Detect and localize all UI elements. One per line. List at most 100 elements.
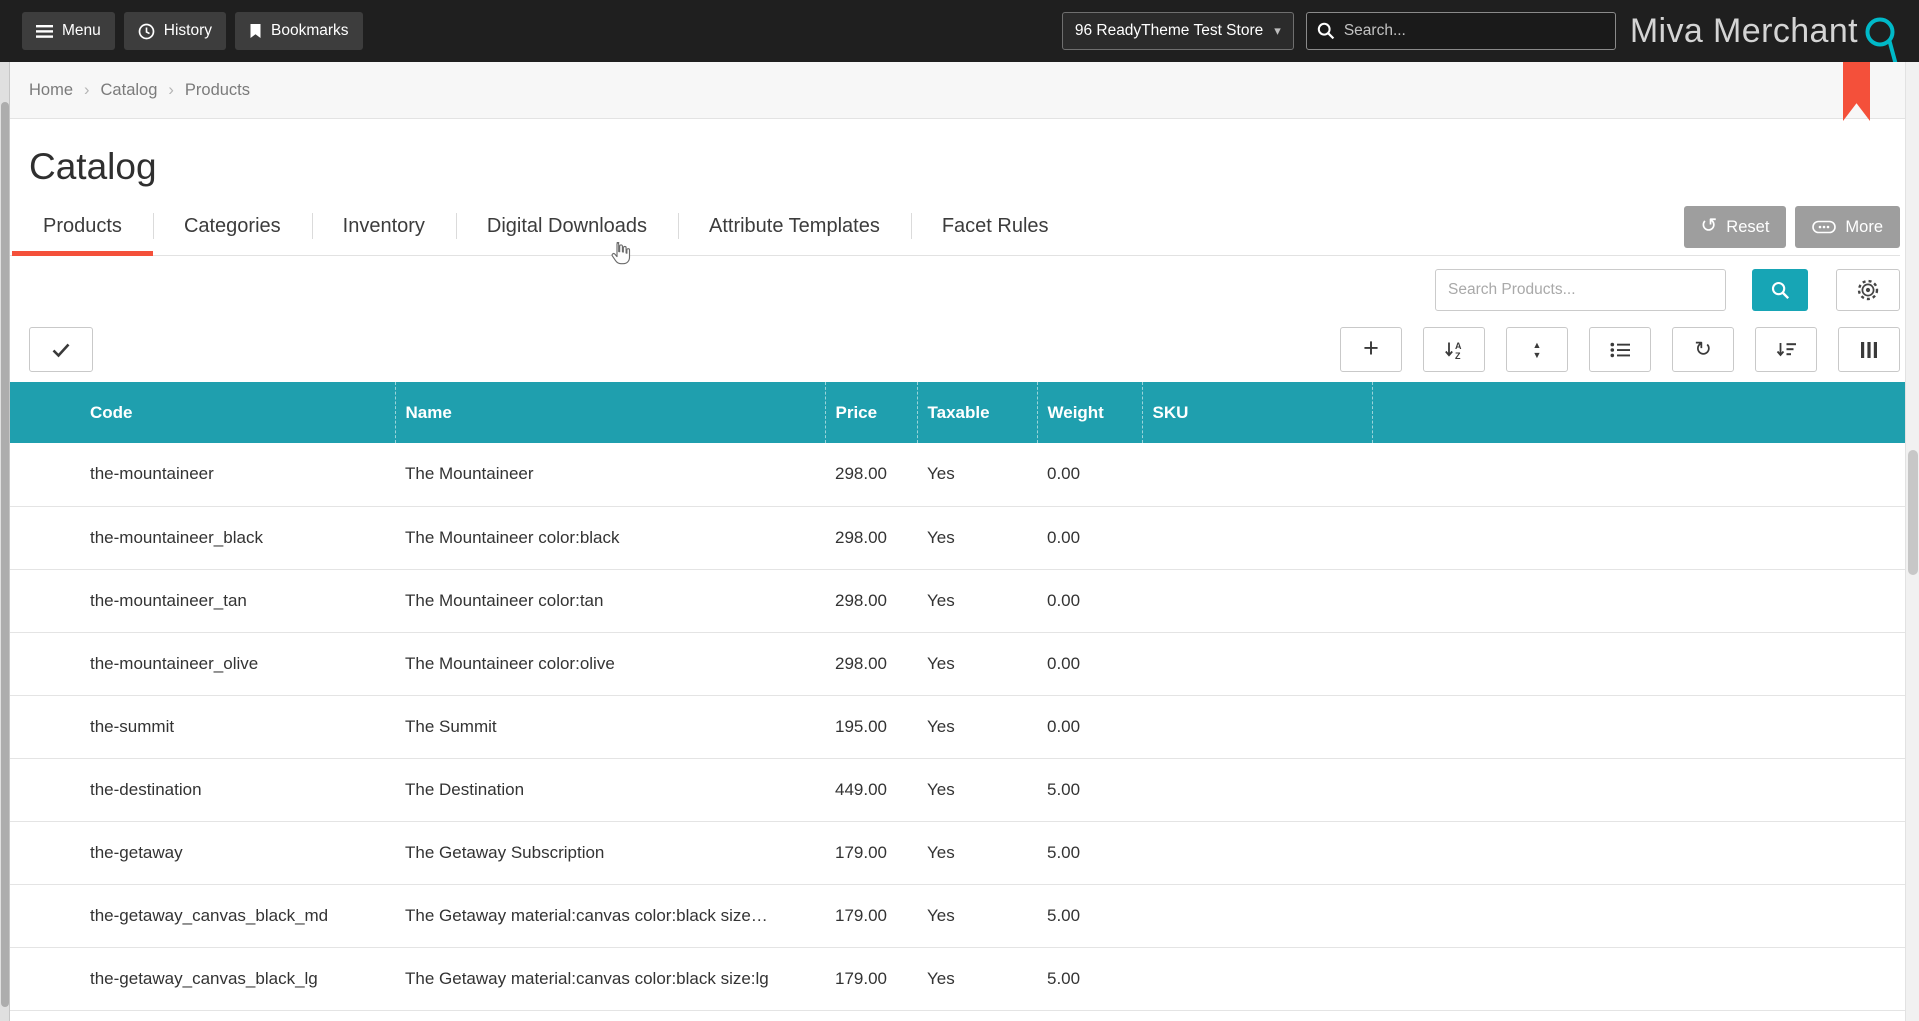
more-pill-icon: [1812, 220, 1837, 234]
cell-gutter: [10, 506, 80, 570]
cell-weight: 0.00: [1037, 632, 1142, 696]
tab-digital-downloads[interactable]: Digital Downloads: [455, 202, 678, 255]
bookmarks-button[interactable]: Bookmarks: [235, 12, 363, 50]
cell-code: the-mountaineer_tan: [80, 569, 395, 633]
triangle-down-icon: ▼: [1532, 349, 1542, 360]
tab-attribute-templates[interactable]: Attribute Templates: [678, 202, 911, 255]
sort-amount-icon: [1776, 342, 1796, 356]
clock-icon: [138, 23, 155, 39]
col-sku[interactable]: SKU: [1141, 382, 1372, 443]
menu-button-label: Menu: [62, 22, 101, 39]
cell-filler: [1372, 506, 1905, 570]
cell-code: the-destination: [80, 758, 395, 822]
col-code[interactable]: Code: [80, 382, 395, 443]
svg-text:A: A: [1455, 341, 1462, 351]
col-name[interactable]: Name: [394, 382, 825, 443]
tab-label: Inventory: [342, 215, 425, 237]
cell-filler: [1372, 443, 1905, 507]
top-bar-left-group: Menu History Bookmarks: [22, 12, 363, 50]
col-weight[interactable]: Weight: [1036, 382, 1142, 443]
cell-price: 195.00: [825, 695, 917, 759]
table-row[interactable]: the-mountaineer The Mountaineer 298.00 Y…: [10, 443, 1905, 507]
select-all-button[interactable]: [29, 327, 93, 372]
table-row[interactable]: the-summit The Summit 195.00 Yes 0.00: [10, 695, 1905, 759]
vertical-scrollbar-thumb[interactable]: [1908, 450, 1918, 575]
cell-code: the-mountaineer_black: [80, 506, 395, 570]
cell-gutter: [10, 695, 80, 759]
cell-code: the-summit: [80, 695, 395, 759]
cell-filler: [1372, 758, 1905, 822]
sort-alpha-icon: A Z: [1445, 341, 1462, 360]
table-row[interactable]: the-getaway_canvas_black_md The Getaway …: [10, 884, 1905, 948]
global-search-input[interactable]: [1343, 22, 1605, 40]
reorder-button[interactable]: ▲ ▼: [1506, 327, 1568, 372]
cell-price: 179.00: [825, 821, 917, 885]
list-icon: [1610, 342, 1630, 357]
cell-gutter: [10, 632, 80, 696]
cell-name: The Mountaineer color:olive: [395, 632, 825, 696]
cell-weight: 0.00: [1037, 569, 1142, 633]
sort-order-button[interactable]: [1755, 327, 1817, 372]
refresh-icon: ↻: [1694, 338, 1712, 361]
cell-filler: [1372, 695, 1905, 759]
hamburger-icon: [36, 24, 53, 38]
table-row[interactable]: the-mountaineer_olive The Mountaineer co…: [10, 632, 1905, 696]
refresh-button[interactable]: ↻: [1672, 327, 1734, 372]
breadcrumb-home[interactable]: Home: [29, 80, 74, 99]
col-price[interactable]: Price: [824, 382, 917, 443]
product-search-button[interactable]: [1752, 269, 1808, 311]
vertical-scrollbar[interactable]: [1905, 62, 1919, 1021]
reset-button[interactable]: ↺ Reset: [1683, 206, 1787, 248]
search-icon: [1317, 22, 1335, 40]
tab-list: Products Categories Inventory Digital Do…: [12, 202, 1080, 256]
reset-button-label: Reset: [1726, 217, 1770, 236]
cell-price: 179.00: [825, 947, 917, 1011]
cell-price: 298.00: [825, 443, 917, 507]
table-row[interactable]: the-getaway The Getaway Subscription 179…: [10, 821, 1905, 885]
tab-categories[interactable]: Categories: [152, 202, 312, 255]
sort-alpha-button[interactable]: A Z: [1423, 327, 1485, 372]
cell-sku: [1142, 569, 1372, 633]
cell-taxable: Yes: [917, 569, 1037, 633]
display-settings-button[interactable]: [1836, 269, 1900, 311]
main-content: Catalog Products Categories Inventory Di…: [0, 145, 1919, 1011]
table-row[interactable]: the-mountaineer_black The Mountaineer co…: [10, 506, 1905, 570]
cell-code: the-getaway_canvas_black_md: [80, 884, 395, 948]
menu-button[interactable]: Menu: [22, 12, 115, 50]
cell-weight: 5.00: [1037, 758, 1142, 822]
top-bar: Menu History Bookmarks 96 ReadyTheme Tes…: [0, 0, 1919, 62]
table-row[interactable]: the-mountaineer_tan The Mountaineer colo…: [10, 569, 1905, 633]
columns-button[interactable]: [1838, 327, 1900, 372]
miva-9-icon: [1865, 17, 1898, 62]
more-button[interactable]: More: [1795, 206, 1900, 248]
table-row[interactable]: the-getaway_canvas_black_lg The Getaway …: [10, 947, 1905, 1011]
col-taxable[interactable]: Taxable: [916, 382, 1037, 443]
table-row[interactable]: the-destination The Destination 449.00 Y…: [10, 758, 1905, 822]
cell-gutter: [10, 884, 80, 948]
tab-products[interactable]: Products: [12, 202, 153, 256]
bookmark-icon: [250, 24, 261, 38]
store-selector[interactable]: 96 ReadyTheme Test Store ▾: [1061, 12, 1294, 50]
cell-gutter: [10, 569, 80, 633]
left-scrollbar[interactable]: [0, 62, 10, 1021]
col-filler: [1371, 382, 1905, 443]
breadcrumb-separator: ›: [168, 80, 174, 99]
cell-taxable: Yes: [917, 632, 1037, 696]
cell-price: 298.00: [825, 632, 917, 696]
tab-inventory[interactable]: Inventory: [311, 202, 456, 255]
tab-label: Facet Rules: [941, 215, 1049, 237]
cell-weight: 5.00: [1037, 947, 1142, 1011]
breadcrumb-catalog[interactable]: Catalog: [100, 80, 158, 99]
left-scrollbar-thumb[interactable]: [1, 102, 9, 1007]
cell-name: The Mountaineer color:tan: [395, 569, 825, 633]
history-button[interactable]: History: [123, 12, 227, 50]
cell-weight: 0.00: [1037, 506, 1142, 570]
tab-facet-rules[interactable]: Facet Rules: [910, 202, 1080, 255]
add-product-button[interactable]: +: [1340, 327, 1402, 372]
product-search-input[interactable]: [1435, 269, 1726, 311]
cell-name: The Getaway Subscription: [395, 821, 825, 885]
breadcrumb: Home › Catalog › Products: [0, 62, 1919, 119]
table-header-row: Code Name Price Taxable Weight SKU: [10, 382, 1905, 443]
list-view-button[interactable]: [1589, 327, 1651, 372]
search-icon: [1771, 281, 1789, 299]
